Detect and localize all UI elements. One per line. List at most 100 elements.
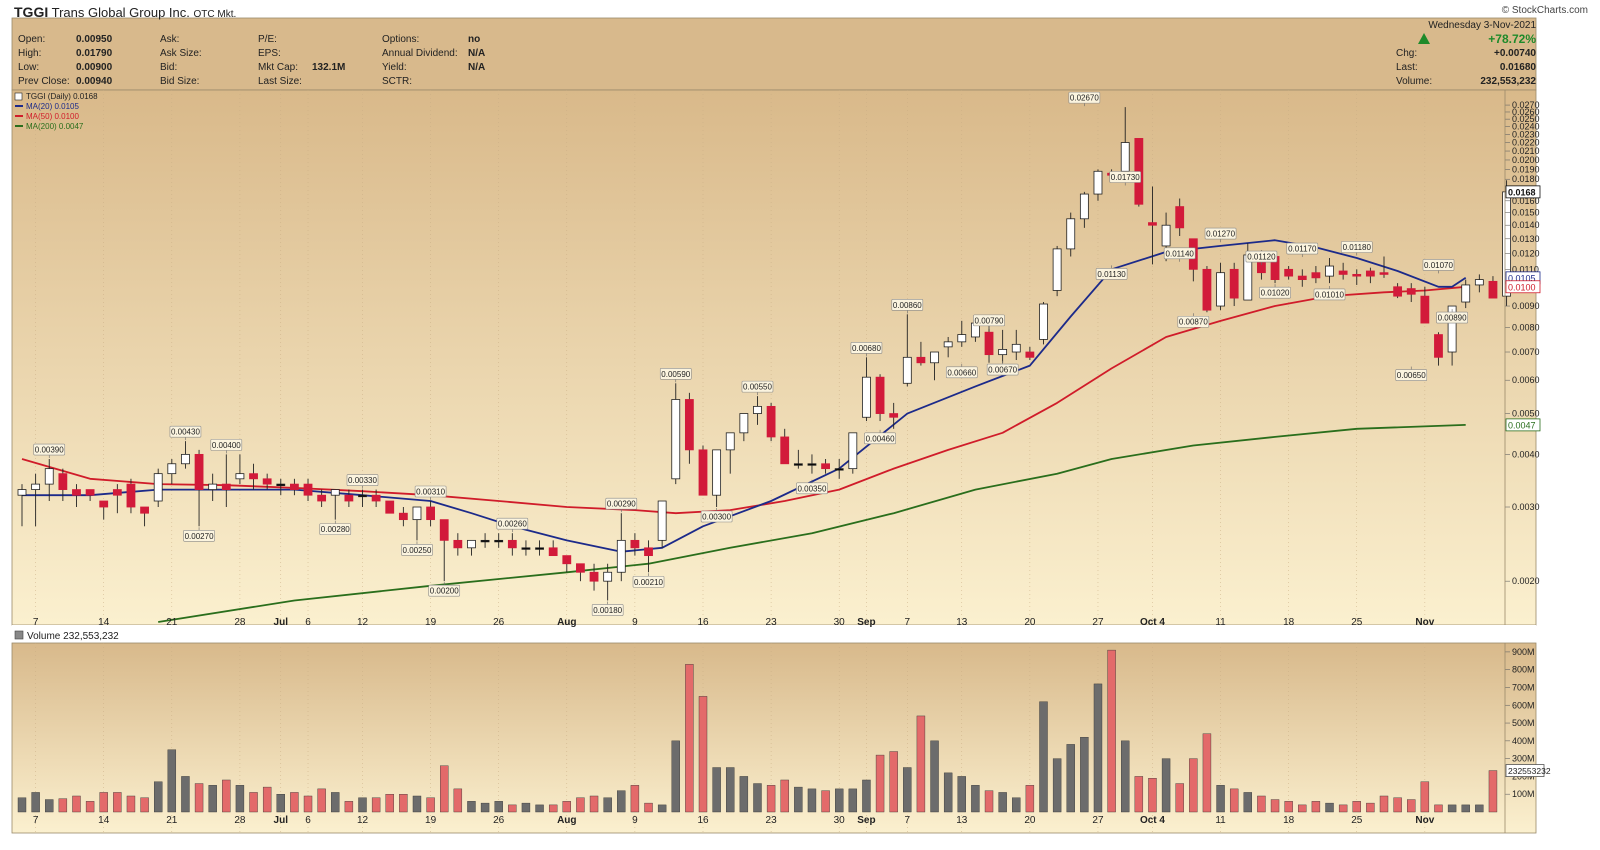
price-annotation-label: 0.00660: [947, 368, 976, 377]
price-annotation-label: 0.00250: [403, 546, 432, 555]
volume-bar: [440, 765, 449, 813]
candle-body: [1325, 265, 1334, 277]
price-annotation-box: [1395, 369, 1428, 381]
volume-bar: [835, 788, 844, 813]
candle-body: [31, 483, 41, 490]
price-annotation-label: 0.00870: [1179, 318, 1208, 327]
volume-bar: [126, 795, 136, 813]
price-annotation-label: 0.00330: [348, 476, 377, 485]
candle-body: [235, 473, 245, 480]
candle-body: [821, 463, 830, 470]
quote-value: +0.00740: [1494, 48, 1536, 59]
volume-bar: [1366, 802, 1375, 813]
price-annotation-box: [401, 544, 433, 556]
symbol: TGGI: [14, 4, 49, 20]
volume-bar: [589, 795, 599, 813]
candle-body: [1284, 268, 1294, 277]
volume-bar: [113, 792, 122, 813]
price-annotation-label: 0.00260: [498, 520, 527, 529]
volume-bar: [1025, 785, 1035, 813]
y-tick-label: 0.0050: [1512, 409, 1540, 419]
candle-body: [1434, 334, 1443, 358]
candle-body: [194, 453, 204, 490]
candle-body: [1474, 279, 1484, 286]
volume-bar: [1393, 797, 1402, 813]
x-tick-label: 23: [766, 815, 778, 826]
price-annotation-box: [659, 367, 692, 380]
candle-body: [657, 500, 667, 541]
volume-bar: [153, 781, 163, 813]
last-value-label: 0.0047: [1508, 420, 1536, 430]
y-tick-label: 0.0130: [1512, 234, 1540, 244]
candle-body: [862, 376, 871, 418]
quote-label: Volume:: [1396, 76, 1433, 87]
price-annotation-box: [1163, 247, 1196, 260]
candle-body: [412, 506, 422, 521]
candle-body: [930, 351, 939, 364]
candle-body: [1011, 343, 1021, 353]
candle-body: [439, 519, 449, 541]
quote-value: 0.01790: [76, 48, 113, 59]
price-annotation-box: [1095, 268, 1128, 280]
quote-col-2: Ask: Ask Size: Bid: Bid Size:: [160, 33, 220, 89]
x-tick-label: Oct 4: [1140, 815, 1165, 826]
y-tick-label: 0.0220: [1512, 138, 1540, 148]
quote-col-1: Open: 0.00950 High: 0.01790 Low: 0.00900 Prev …: [18, 33, 112, 89]
quote-row: Chg: +0.00740: [1396, 47, 1536, 61]
x-tick-label: Oct 4: [1140, 617, 1165, 628]
candle-body: [398, 512, 408, 521]
volume-bar: [85, 801, 95, 813]
candle-body: [344, 494, 354, 502]
x-tick-label: 25: [1351, 617, 1363, 628]
volume-bar: [971, 785, 980, 813]
price-annotation-label: 0.00590: [661, 370, 690, 379]
volume-bar: [903, 767, 912, 813]
price-annotation-box: [741, 380, 774, 393]
volume-bar: [1093, 683, 1103, 813]
ma20-legend: MA(20) 0.0105: [26, 102, 79, 111]
candle-body: [1052, 248, 1062, 291]
candle-body: [276, 483, 286, 487]
price-annotation-box: [1286, 242, 1319, 255]
volume-bar: [467, 801, 476, 813]
x-tick-label: Sep: [857, 617, 875, 628]
volume-bar: [399, 794, 408, 813]
price-annotation-label: 0.01730: [1111, 173, 1140, 182]
volume-bar: [1121, 740, 1130, 813]
candle-body: [208, 483, 218, 490]
volume-bar: [262, 786, 272, 813]
candle-body: [1093, 170, 1103, 195]
candle-body: [1365, 270, 1375, 277]
quote-row: Options: no: [382, 33, 485, 47]
candle-body: [793, 463, 803, 466]
volume-bar: [630, 785, 640, 813]
volume-bar: [249, 792, 258, 813]
candle-body: [44, 468, 54, 485]
last-value-box: [1505, 280, 1541, 294]
volume-y-label: 900M: [1512, 647, 1535, 657]
candle-body: [249, 473, 258, 480]
copyright: © StockCharts.com: [1501, 5, 1588, 16]
x-tick-label: 14: [98, 815, 110, 826]
quote-label: Last:: [1396, 62, 1418, 73]
price-annotation-label: 0.01010: [1315, 290, 1344, 299]
candle-body: [494, 539, 504, 543]
x-tick-label: 9: [632, 617, 638, 628]
volume-last-label: 232553232: [1508, 766, 1551, 776]
price-annotation-label: 0.01270: [1206, 230, 1235, 239]
quote-value: 0.00940: [76, 76, 113, 87]
price-annotation-box: [1068, 91, 1101, 104]
x-tick-label: 6: [305, 617, 311, 628]
x-tick-label: 23: [766, 617, 778, 628]
price-annotation-box: [632, 575, 665, 588]
candle-body: [507, 539, 517, 549]
x-tick-label: 18: [1283, 815, 1295, 826]
candle-body: [1025, 351, 1035, 358]
quote-label: Ask Size:: [160, 48, 202, 59]
volume-bar: [1107, 649, 1116, 813]
price-annotation-box: [414, 485, 447, 498]
x-tick-label: 16: [697, 815, 709, 826]
price-annotation-box: [1245, 250, 1278, 263]
x-tick-label: Jul: [274, 815, 289, 826]
